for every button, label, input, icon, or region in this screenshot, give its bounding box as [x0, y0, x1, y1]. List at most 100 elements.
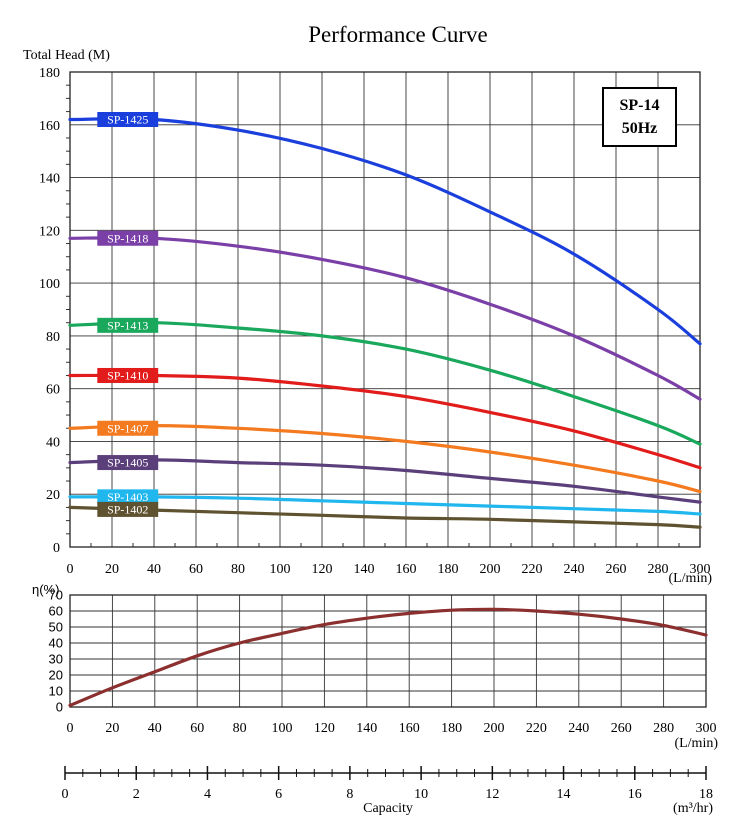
head-curve-sp-1410 — [68, 373, 702, 470]
x-tick-label: 40 — [147, 562, 161, 577]
y-tick-label: 0 — [56, 700, 63, 715]
x-tick-label: 160 — [399, 721, 420, 736]
y-tick-label: 20 — [46, 488, 60, 503]
y-tick-label: 100 — [39, 277, 60, 292]
x-tick-label: 180 — [438, 562, 459, 577]
y-tick-label: 160 — [39, 119, 60, 134]
x-tick-label: 60 — [190, 721, 204, 736]
series-tag-sp-1403: SP-1403 — [97, 489, 159, 505]
head-curve-sp-1405 — [68, 458, 702, 504]
y-tick-label: 50 — [49, 620, 63, 635]
x-tick-label: 300 — [696, 721, 717, 736]
series-tag-bg — [97, 112, 159, 127]
x-tick-label: 300 — [690, 562, 711, 577]
capacity-axis-title: Capacity — [363, 801, 413, 816]
x-tick-label: 80 — [233, 721, 247, 736]
y-tick-label: 20 — [49, 668, 63, 683]
x-tick-label: 260 — [606, 562, 627, 577]
head-grid — [66, 71, 701, 548]
efficiency-curve — [68, 607, 708, 707]
y-tick-label: 60 — [49, 604, 63, 619]
x-tick-label: 280 — [648, 562, 669, 577]
y-tick-label: 10 — [49, 684, 63, 699]
x-tick-label: 100 — [270, 562, 291, 577]
x-tick-label: 20 — [105, 562, 119, 577]
series-tag-label: SP-1405 — [107, 456, 148, 470]
x-tick-label: 100 — [272, 721, 293, 736]
head-tick-labels: 0 20 40 60 80 100 120 140 160 180 200 220 240 260 280 3… — [39, 66, 711, 577]
series-tag-sp-1413: SP-1413 — [97, 317, 159, 333]
model-badge: SP-14 50Hz — [602, 87, 677, 147]
capacity-tick-label: 18 — [699, 787, 713, 802]
series-tag-label: SP-1402 — [107, 502, 148, 516]
series-tag-sp-1410: SP-1410 — [97, 367, 159, 383]
x-tick-label: 120 — [312, 562, 333, 577]
capacity-tick-label: 2 — [133, 787, 140, 802]
head-curve-sp-1402 — [68, 505, 702, 529]
head-axis-title: Total Head (M) — [23, 48, 110, 63]
series-tag-sp-1425: SP-1425 — [97, 112, 159, 127]
series-tag-bg — [97, 367, 159, 383]
efficiency-axis-title: η(%) — [32, 582, 59, 597]
series-tags: SP-1425 SP-1418 SP-1413 SP-1410 SP-1407 SP-14… — [97, 112, 159, 517]
x-tick-label: 200 — [480, 562, 501, 577]
x-tick-label: 120 — [314, 721, 335, 736]
y-tick-label: 140 — [39, 172, 60, 187]
x-tick-label: 180 — [441, 721, 462, 736]
capacity-tick-label: 6 — [275, 787, 282, 802]
y-tick-label: 60 — [46, 383, 60, 398]
plot-frame — [69, 594, 707, 708]
x-tick-label: 260 — [611, 721, 632, 736]
y-tick-label: 70 — [49, 588, 63, 603]
efficiency-line — [68, 607, 708, 707]
series-tag-label: SP-1410 — [107, 368, 148, 382]
series-tag-sp-1402: SP-1402 — [97, 501, 159, 517]
series-tag-bg — [97, 230, 159, 246]
series-tag-sp-1418: SP-1418 — [97, 230, 159, 246]
badge-frequency: 50Hz — [622, 120, 658, 137]
head-curve-sp-1403 — [68, 495, 702, 516]
chart-title: Performance Curve — [308, 22, 487, 47]
efficiency-grid — [69, 594, 707, 708]
series-tag-sp-1405: SP-1405 — [97, 455, 159, 471]
y-tick-label: 80 — [46, 330, 60, 345]
head-curve-sp-1413 — [68, 321, 702, 446]
series-tag-bg — [97, 420, 159, 436]
capacity-unit: (m³/hr) — [673, 801, 713, 816]
capacity-tick-label: 14 — [557, 787, 571, 802]
capacity-tick-label: 10 — [414, 787, 428, 802]
x-tick-label: 60 — [189, 562, 203, 577]
series-tag-bg — [97, 317, 159, 333]
series-tag-label: SP-1403 — [107, 490, 148, 504]
y-tick-label: 0 — [53, 541, 60, 556]
x-tick-label: 20 — [105, 721, 119, 736]
x-tick-label: 80 — [231, 562, 245, 577]
y-tick-label: 120 — [39, 224, 60, 239]
x-tick-label: 0 — [67, 721, 74, 736]
plot-frame — [69, 71, 701, 548]
x-tick-label: 160 — [396, 562, 417, 577]
series-tag-bg — [97, 489, 159, 505]
head-curve-sp-1418 — [68, 236, 702, 401]
badge-model: SP-14 — [620, 97, 660, 114]
head-curve-sp-1425 — [68, 117, 702, 346]
capacity-tick-label: 16 — [628, 787, 642, 802]
capacity-tick-label: 0 — [62, 787, 69, 802]
series-tag-bg — [97, 455, 159, 471]
efficiency-x-unit: (L/min) — [674, 736, 718, 751]
x-tick-label: 200 — [484, 721, 505, 736]
x-tick-label: 220 — [526, 721, 547, 736]
x-tick-label: 0 — [67, 562, 74, 577]
series-tag-label: SP-1418 — [107, 231, 148, 245]
series-tag-label: SP-1413 — [107, 318, 148, 332]
y-tick-label: 30 — [49, 652, 63, 667]
head-x-unit: (L/min) — [668, 571, 712, 586]
x-tick-label: 280 — [653, 721, 674, 736]
x-tick-label: 240 — [564, 562, 585, 577]
capacity-axis: 0 2 4 6 8 10 12 14 16 18 — [62, 766, 713, 802]
capacity-tick-label: 12 — [485, 787, 499, 802]
series-tag-label: SP-1407 — [107, 421, 148, 435]
x-tick-label: 140 — [354, 562, 375, 577]
series-tag-sp-1407: SP-1407 — [97, 420, 159, 436]
